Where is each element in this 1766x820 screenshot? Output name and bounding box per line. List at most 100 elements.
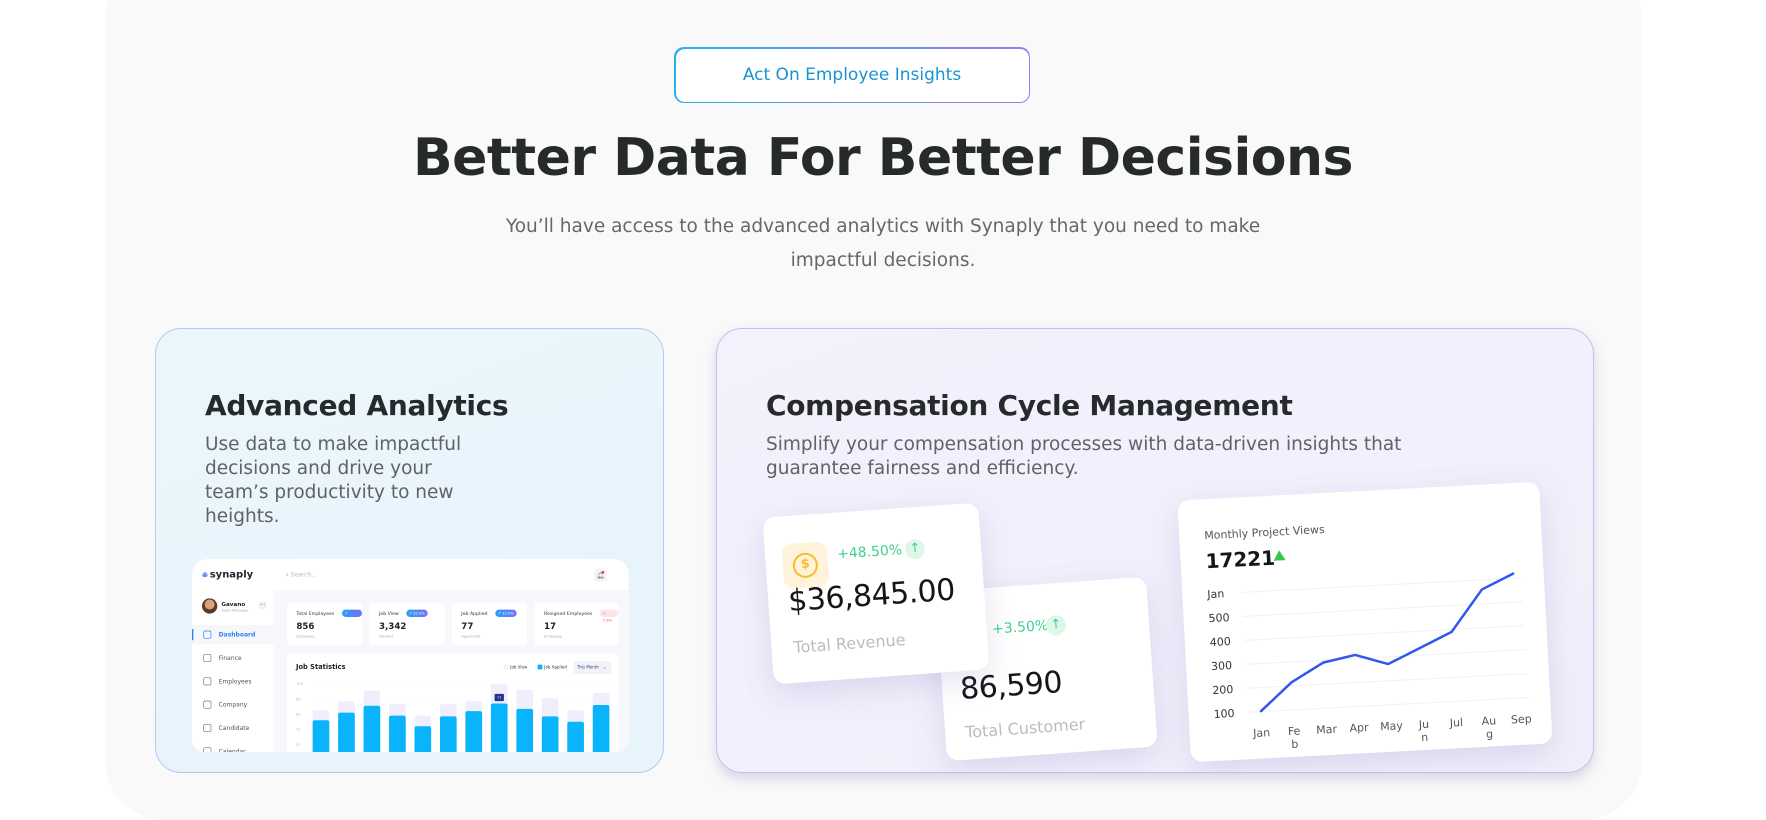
- user-icon: [203, 723, 212, 732]
- grid-line: [1246, 649, 1526, 665]
- bar-job-applied: [389, 715, 406, 752]
- section-badge: Act On Employee Insights: [674, 47, 1030, 103]
- y-tick-label: 20: [296, 743, 301, 747]
- stat-sub: Employee: [543, 633, 563, 639]
- advanced-analytics-card: Advanced Analytics Use data to make impa…: [155, 328, 664, 773]
- briefcase-icon: [203, 700, 212, 709]
- stat-badge: ↘ 7.0%: [599, 609, 618, 623]
- stat-badge: ↗ 22.0%: [406, 609, 428, 617]
- legend-label: Job View: [510, 664, 528, 670]
- stat-badge: ↗ 12.0%: [495, 609, 517, 617]
- y-tick-label: 300: [1211, 659, 1233, 673]
- x-tick-label: Mar: [1316, 723, 1338, 737]
- stat-card: Total Employees ↗ 10.0% 856 Employee: [286, 602, 362, 645]
- x-tick-label: g: [1486, 727, 1494, 740]
- stat-value: 77: [461, 621, 474, 632]
- search-input[interactable]: ⌕ Search...: [285, 570, 317, 578]
- monthly-views-chart: Jan 500 400 300 200 100 Jan Feb Mar Apr May Jun Jul A…: [1206, 572, 1532, 751]
- x-tick-label: Fe: [1288, 725, 1301, 739]
- bar-job-applied: [516, 708, 534, 752]
- bar-job-applied: [465, 711, 483, 752]
- logo: ꔮsynaply: [202, 568, 253, 580]
- sidebar-item-finance[interactable]: Finance: [192, 648, 274, 667]
- stat-badge: ↗ 10.0%: [341, 609, 362, 623]
- stat-sub: Applicants: [461, 633, 481, 639]
- grid-icon: [203, 630, 212, 639]
- sidebar-item-dashboard[interactable]: Dashboard: [192, 624, 274, 645]
- user-name: Gavano: [221, 600, 246, 608]
- stat-value: 3,342: [378, 621, 407, 632]
- job-statistics-title: Job Statistics: [295, 662, 346, 671]
- sidebar-item-label: Calendar: [218, 747, 246, 752]
- revenue-label: Total Revenue: [792, 630, 907, 657]
- more-icon[interactable]: •••: [258, 601, 267, 609]
- dashboard-header: ꔮsynaply ⌕ Search... 🔔︎: [192, 559, 629, 590]
- y-tick-label: 500: [1208, 611, 1230, 625]
- bar-job-applied: [541, 716, 559, 752]
- data-point: [1481, 588, 1483, 591]
- legend-job-view: Job View: [503, 664, 528, 670]
- card-description: Simplify your compensation processes wit…: [766, 434, 1402, 479]
- grid-line: [1242, 577, 1522, 593]
- y-tick-label: 100: [1213, 707, 1235, 721]
- x-tick-label: May: [1380, 719, 1404, 733]
- bell-icon[interactable]: 🔔︎: [593, 568, 608, 582]
- y-tick-label: 200: [1212, 683, 1234, 697]
- x-tick-label: Apr: [1349, 721, 1369, 735]
- bar-job-applied: [439, 716, 457, 752]
- page-subtitle: You’ll have access to the advanced analy…: [505, 216, 1261, 271]
- x-tick-label: Sep: [1511, 712, 1532, 726]
- badge-label: Act On Employee Insights: [675, 48, 1029, 102]
- user-role: Sales Manager: [221, 608, 249, 613]
- y-tick-label: 400: [1210, 635, 1232, 649]
- bar-job-applied: [312, 720, 330, 752]
- period-dropdown[interactable]: This Month ⌄: [573, 660, 612, 674]
- bar-job-applied: [592, 705, 610, 752]
- sidebar-item-company[interactable]: Company: [192, 695, 274, 714]
- data-point: [1322, 661, 1324, 664]
- dashboard-preview: ꔮsynaply ⌕ Search... 🔔︎ Gavano Sales Man…: [192, 559, 629, 752]
- stat-card: Job Applied ↗ 12.0% 77 Applicants: [451, 602, 527, 645]
- grid-line: [1244, 625, 1525, 641]
- stat-title: Job Applied: [461, 610, 488, 617]
- dollar-coin-icon: $: [792, 552, 819, 579]
- grid-line: [1247, 673, 1527, 689]
- customer-label: Total Customer: [964, 714, 1086, 742]
- data-point: [1450, 631, 1453, 633]
- grid-line: [1248, 697, 1529, 713]
- x-tick-label: n: [1421, 731, 1429, 744]
- sidebar-item-label: Finance: [218, 654, 242, 662]
- stat-card: Job View ↗ 22.0% 3,342 Viewers: [369, 602, 445, 645]
- stat-title: Total Employees: [296, 610, 335, 617]
- bar-job-applied: [414, 726, 432, 752]
- data-point: [1419, 647, 1421, 649]
- chevron-down-icon: ⌄: [602, 664, 607, 670]
- x-tick-label: b: [1291, 738, 1299, 751]
- sidebar-item-candidate[interactable]: Candidate: [192, 718, 274, 737]
- bar-tooltip: [494, 693, 504, 702]
- arrow-up-icon: ↑: [1045, 614, 1067, 636]
- bar-job-applied: [338, 712, 355, 752]
- data-point: [1512, 572, 1515, 575]
- dashboard-sidebar: Gavano Sales Manager ••• Dashboard Financ…: [192, 589, 274, 752]
- sidebar-item-employees[interactable]: Employees: [192, 672, 274, 691]
- job-statistics-panel: Job Statistics Job View Job Applied This…: [286, 653, 618, 752]
- x-tick-label: Ju: [1418, 718, 1430, 732]
- compensation-card: Compensation Cycle Management Simplify y…: [716, 328, 1594, 773]
- sidebar-item-label: Company: [218, 701, 248, 709]
- card-title: Advanced Analytics: [205, 389, 509, 422]
- legend-label: Job Applied: [544, 664, 567, 670]
- users-icon: [203, 677, 212, 686]
- finance-icon: [203, 653, 212, 662]
- stat-sub: Viewers: [378, 633, 394, 639]
- x-tick-label: Jul: [1448, 716, 1463, 730]
- y-tick-label: 100: [296, 682, 304, 686]
- data-point: [1354, 654, 1357, 656]
- logo-icon: ꔮ: [201, 570, 208, 580]
- sidebar-item-calendar[interactable]: Calendar: [192, 742, 274, 752]
- sidebar-item-label: Candidate: [218, 724, 250, 732]
- total-revenue-card: $ +48.50% ↑ $36,845.00 Total Revenue: [762, 502, 990, 685]
- card-description: Use data to make impactful decisions and…: [205, 434, 462, 527]
- stat-card: Resigned Employees ↘ 7.0% 17 Employee: [534, 602, 618, 645]
- avatar: [201, 598, 218, 614]
